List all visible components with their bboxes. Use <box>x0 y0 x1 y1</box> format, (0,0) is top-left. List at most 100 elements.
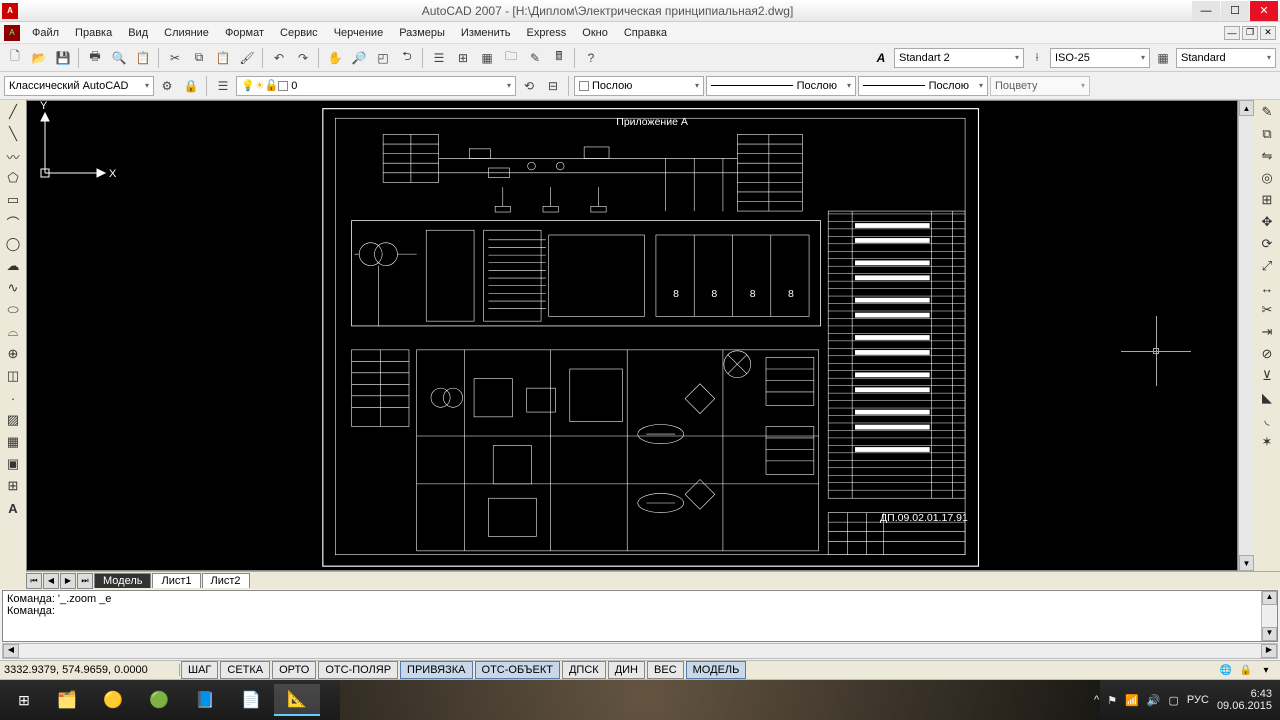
textstyle-icon[interactable]: A <box>870 47 892 69</box>
make-block-icon[interactable]: ◫ <box>2 366 24 386</box>
match-icon[interactable]: 🖌 <box>236 47 258 69</box>
move-icon[interactable]: ✥ <box>1256 212 1278 232</box>
tab-layout1[interactable]: Лист1 <box>152 573 200 588</box>
copy2-icon[interactable]: ⧉ <box>1256 124 1278 144</box>
menu-сервис[interactable]: Сервис <box>272 25 326 41</box>
menu-express[interactable]: Express <box>519 25 575 41</box>
start-button[interactable]: ⊞ <box>4 684 44 716</box>
network-icon[interactable]: 📶 <box>1125 694 1139 707</box>
status-toggle-сетка[interactable]: СЕТКА <box>220 661 270 679</box>
close-button[interactable]: ✕ <box>1250 1 1278 21</box>
mdi-close-button[interactable]: ✕ <box>1260 26 1276 40</box>
sheetset-icon[interactable]: 🗀 <box>500 47 522 69</box>
flag-icon[interactable]: ⚑ <box>1107 694 1117 707</box>
array-icon[interactable]: ⊞ <box>1256 190 1278 210</box>
layer-prev-icon[interactable]: ⟲ <box>518 75 540 97</box>
tab-model[interactable]: Модель <box>94 573 151 588</box>
rectangle-icon[interactable]: ▭ <box>2 190 24 210</box>
menu-справка[interactable]: Справка <box>616 25 675 41</box>
layer-state-icon[interactable]: ⊟ <box>542 75 564 97</box>
ellipse-arc-icon[interactable]: ⌓ <box>2 322 24 342</box>
trim-icon[interactable]: ✂ <box>1256 300 1278 320</box>
minimize-button[interactable]: — <box>1192 1 1220 21</box>
app2-icon[interactable]: 📄 <box>228 684 274 716</box>
tablestyle-icon[interactable]: ▦ <box>1152 47 1174 69</box>
scale-icon[interactable]: ⤢ <box>1256 256 1278 276</box>
table-icon[interactable]: ⊞ <box>2 476 24 496</box>
copy-icon[interactable]: ⧉ <box>188 47 210 69</box>
properties-icon[interactable]: ☰ <box>428 47 450 69</box>
status-toggle-отс-объект[interactable]: ОТС-ОБЪЕКТ <box>475 661 560 679</box>
calc-icon[interactable]: 🖩 <box>548 47 570 69</box>
tab-last-button[interactable]: ⏭ <box>77 573 93 589</box>
mdi-minimize-button[interactable]: — <box>1224 26 1240 40</box>
spline-icon[interactable]: ∿ <box>2 278 24 298</box>
ellipse-icon[interactable]: ⬭ <box>2 300 24 320</box>
cut-icon[interactable]: ✂ <box>164 47 186 69</box>
word-icon[interactable]: 📘 <box>182 684 228 716</box>
lang-indicator[interactable]: РУС <box>1187 694 1209 706</box>
menu-файл[interactable]: Файл <box>24 25 67 41</box>
ws-settings-icon[interactable]: ⚙ <box>156 75 178 97</box>
polygon-icon[interactable]: ⬠ <box>2 168 24 188</box>
open-icon[interactable]: 📂 <box>28 47 50 69</box>
status-toggle-вес[interactable]: ВЕС <box>647 661 684 679</box>
zoom-rt-icon[interactable]: 🔎 <box>348 47 370 69</box>
utorrent-icon[interactable]: 🟢 <box>136 684 182 716</box>
revcloud-icon[interactable]: ☁ <box>2 256 24 276</box>
tab-first-button[interactable]: ⏮ <box>26 573 42 589</box>
menu-изменить[interactable]: Изменить <box>453 25 519 41</box>
redo-icon[interactable]: ↷ <box>292 47 314 69</box>
layer-select[interactable]: 💡☀🔓 0 <box>236 76 516 96</box>
save-icon[interactable]: 💾 <box>52 47 74 69</box>
paste-icon[interactable]: 📋 <box>212 47 234 69</box>
offset-icon[interactable]: ◎ <box>1256 168 1278 188</box>
lineweight-select[interactable]: Послою <box>858 76 988 96</box>
extend-icon[interactable]: ⇥ <box>1256 322 1278 342</box>
zoom-win-icon[interactable]: ◰ <box>372 47 394 69</box>
chrome-icon[interactable]: 🟡 <box>90 684 136 716</box>
workspace-select[interactable]: Классический AutoCAD <box>4 76 154 96</box>
status-toggle-отс-поляр[interactable]: ОТС-ПОЛЯР <box>318 661 398 679</box>
battery-icon[interactable]: ▢ <box>1169 694 1179 707</box>
table-style-select[interactable]: Standard <box>1176 48 1276 68</box>
drawing-canvas[interactable]: Приложение А <box>26 100 1238 571</box>
erase-icon[interactable]: ✎ <box>1256 102 1278 122</box>
tab-next-button[interactable]: ▶ <box>60 573 76 589</box>
stretch-icon[interactable]: ↔ <box>1256 278 1278 298</box>
plotstyle-select[interactable]: Поцвету <box>990 76 1090 96</box>
explorer-icon[interactable]: 🗂️ <box>44 684 90 716</box>
pan-icon[interactable]: ✋ <box>324 47 346 69</box>
text-style-select[interactable]: Standart 2 <box>894 48 1024 68</box>
tray-up-icon[interactable]: ^ <box>1094 694 1099 706</box>
arc-icon[interactable]: ⌒ <box>2 212 24 232</box>
autocad-task-icon[interactable]: 📐 <box>274 684 320 716</box>
layer-manager-icon[interactable]: ☰ <box>212 75 234 97</box>
dimstyle-icon[interactable]: ⟊ <box>1026 47 1048 69</box>
insert-icon[interactable]: ⊕ <box>2 344 24 364</box>
maximize-button[interactable]: ☐ <box>1221 1 1249 21</box>
menu-правка[interactable]: Правка <box>67 25 120 41</box>
xline-icon[interactable]: ╲ <box>2 124 24 144</box>
join-icon[interactable]: ⊻ <box>1256 366 1278 386</box>
undo-icon[interactable]: ↶ <box>268 47 290 69</box>
command-scroll-h[interactable]: ◀▶ <box>2 643 1278 659</box>
status-toggle-орто[interactable]: ОРТО <box>272 661 316 679</box>
clock[interactable]: 6:4309.06.2015 <box>1217 688 1272 712</box>
status-toggle-дин[interactable]: ДИН <box>608 661 645 679</box>
help-icon[interactable]: ? <box>580 47 602 69</box>
new-icon[interactable]: 🗋 <box>4 47 26 69</box>
status-toggle-модель[interactable]: МОДЕЛЬ <box>686 661 747 679</box>
chamfer-icon[interactable]: ◣ <box>1256 388 1278 408</box>
status-toggle-шаг[interactable]: ШАГ <box>181 661 218 679</box>
gradient-icon[interactable]: ▦ <box>2 432 24 452</box>
mdi-restore-button[interactable]: ❐ <box>1242 26 1258 40</box>
publish-icon[interactable]: 📋 <box>132 47 154 69</box>
preview-icon[interactable]: 🔍 <box>108 47 130 69</box>
rotate-icon[interactable]: ⟳ <box>1256 234 1278 254</box>
pline-icon[interactable]: 〰 <box>2 146 24 166</box>
region-icon[interactable]: ▣ <box>2 454 24 474</box>
dim-style-select[interactable]: ISO-25 <box>1050 48 1150 68</box>
comm-icon[interactable]: 🌐 <box>1218 663 1234 677</box>
mirror-icon[interactable]: ⇋ <box>1256 146 1278 166</box>
